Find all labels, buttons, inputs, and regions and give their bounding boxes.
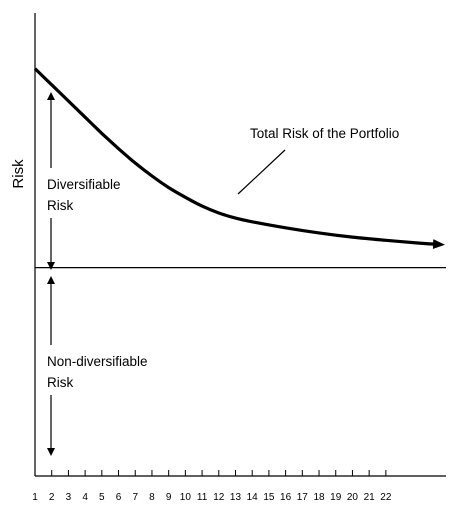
curve-label: Total Risk of the Portfolio (250, 126, 399, 141)
y-axis-label: Risk (10, 159, 27, 189)
x-tick-label-15: 15 (263, 492, 275, 503)
x-tick-label-11: 11 (197, 492, 208, 503)
x-tick-label-5: 5 (99, 492, 105, 503)
x-tick-label-3: 3 (66, 492, 72, 503)
x-tick-label-16: 16 (280, 492, 292, 503)
x-tick-label-4: 4 (82, 492, 88, 503)
x-tick-label-21: 21 (364, 492, 376, 503)
diversifiable-label-line1: Diversifiable (47, 177, 121, 192)
x-tick-label-18: 18 (313, 492, 325, 503)
x-tick-label-1: 1 (32, 492, 38, 503)
x-tick-label-9: 9 (166, 492, 172, 503)
x-tick-label-8: 8 (149, 492, 155, 503)
diversifiable-label-line2: Risk (47, 198, 73, 213)
x-tick-label-6: 6 (116, 492, 122, 503)
x-ticks (51, 470, 387, 476)
x-tick-label-10: 10 (180, 492, 192, 503)
x-tick-label-20: 20 (347, 492, 359, 503)
x-tick-label-2: 2 (49, 492, 55, 503)
x-tick-labels: 1 2 3 4 5 6 7 8 9 10 11 12 13 14 15 16 17 18 19 20 21 22 (32, 492, 392, 503)
x-tick-label-14: 14 (247, 492, 259, 503)
series-line-total-risk (33, 67, 445, 250)
x-tick-label-22: 22 (380, 492, 392, 503)
x-tick-label-12: 12 (213, 492, 225, 503)
non-diversifiable-label-line1: Non-diversifiable (47, 354, 148, 369)
x-tick-label-13: 13 (230, 492, 242, 503)
x-tick-label-17: 17 (297, 492, 309, 503)
x-tick-label-19: 19 (330, 492, 342, 503)
x-tick-label-7: 7 (132, 492, 138, 503)
non-diversifiable-label-line2: Risk (47, 375, 73, 390)
curve-callout-line (237, 149, 286, 195)
